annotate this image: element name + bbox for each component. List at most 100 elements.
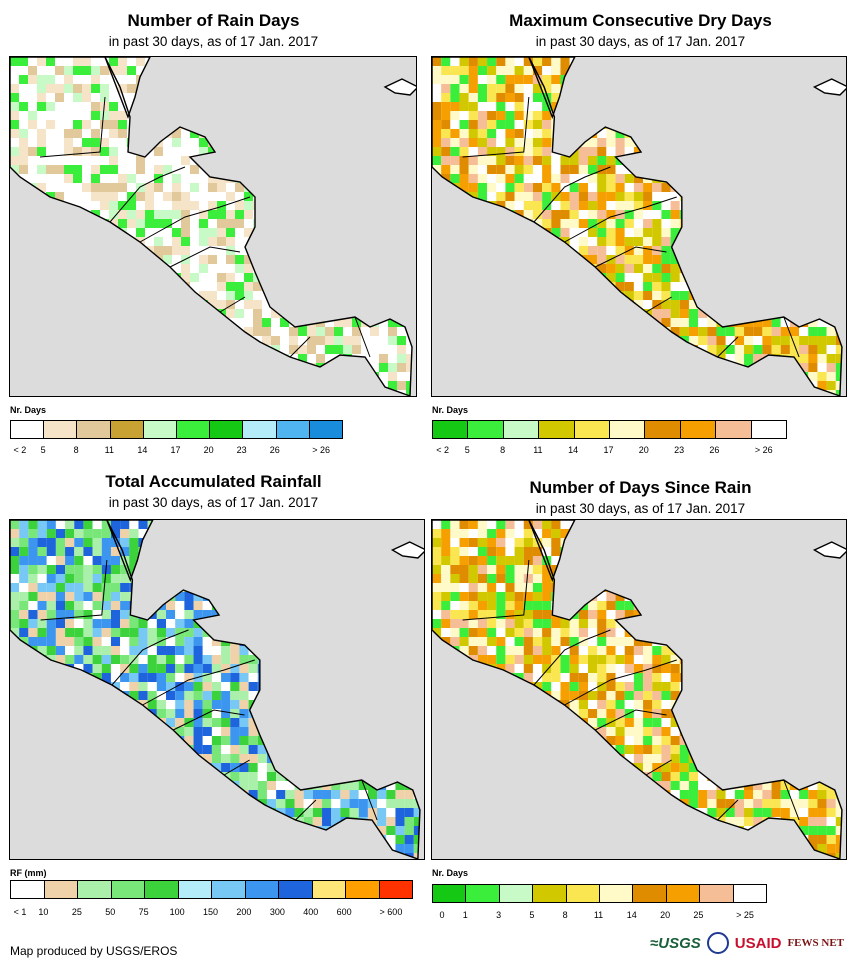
legend-swatch bbox=[210, 421, 244, 438]
panel-subtitle: in past 30 days, as of 17 Jan. 2017 bbox=[108, 495, 319, 510]
legend-label: 8 bbox=[500, 445, 506, 455]
legend-label: 14 bbox=[626, 910, 637, 920]
legend-swatch bbox=[212, 881, 246, 898]
panel-title: Maximum Consecutive Dry Days bbox=[509, 11, 772, 30]
legend-label: 11 bbox=[593, 910, 604, 920]
panel-title: Number of Rain Days bbox=[127, 11, 300, 30]
legend-label: < 2 bbox=[436, 445, 449, 455]
legend-title: RF (mm) bbox=[10, 868, 47, 878]
legend-label: 11 bbox=[533, 445, 543, 455]
legend-swatch bbox=[610, 421, 646, 438]
legend-label: 100 bbox=[169, 907, 185, 917]
map[interactable] bbox=[9, 519, 425, 860]
legend-label: 3 bbox=[496, 910, 502, 920]
legend-swatch bbox=[716, 421, 752, 438]
legend-label: > 25 bbox=[736, 910, 754, 920]
map[interactable] bbox=[9, 56, 417, 397]
legend-label: 300 bbox=[269, 907, 285, 917]
legend-label: < 1 bbox=[13, 907, 27, 917]
coastline bbox=[528, 57, 576, 120]
legend-label: 20 bbox=[660, 910, 671, 920]
coastline bbox=[528, 520, 576, 583]
island-outline bbox=[812, 541, 846, 559]
legend-swatch bbox=[574, 421, 611, 438]
legend-title: Nr. Days bbox=[432, 868, 469, 878]
credit-text: Map produced by USGS/EROS bbox=[10, 944, 178, 958]
legend-swatch bbox=[633, 885, 667, 902]
panel-title: Total Accumulated Rainfall bbox=[105, 472, 322, 491]
legend-label: 150 bbox=[202, 907, 219, 917]
legend-label: 0 bbox=[439, 910, 445, 920]
legend-label: 17 bbox=[170, 445, 181, 455]
usgs-logo: ≈USGS bbox=[650, 934, 701, 952]
legend-swatch bbox=[143, 421, 178, 438]
country-borders bbox=[40, 559, 378, 821]
legend-swatch bbox=[78, 881, 112, 898]
legend-bar bbox=[432, 420, 787, 439]
legend-label: 600 bbox=[336, 907, 352, 917]
legend-label: 25 bbox=[693, 910, 704, 920]
legend-swatch bbox=[666, 885, 701, 902]
panel-title: Number of Days Since Rain bbox=[529, 478, 752, 497]
map[interactable] bbox=[431, 56, 847, 397]
legend-label: 26 bbox=[269, 445, 280, 455]
legend-label: 25 bbox=[71, 907, 82, 917]
legend-swatch bbox=[468, 421, 504, 438]
panel-accumulated-rainfall: Total Accumulated Rainfall in past 30 da… bbox=[0, 470, 427, 930]
country-borders bbox=[39, 96, 371, 358]
data-grid bbox=[10, 57, 412, 396]
legend-label: 8 bbox=[562, 910, 568, 920]
legend-label: 14 bbox=[568, 445, 579, 455]
legend-label: 75 bbox=[138, 907, 149, 917]
legend-swatch bbox=[645, 421, 681, 438]
legend-swatch bbox=[177, 421, 211, 438]
panel-rain-days: Number of Rain Days in past 30 days, as … bbox=[0, 0, 427, 470]
legend-label: > 600 bbox=[379, 907, 403, 917]
legend-swatch bbox=[733, 885, 767, 902]
central-america-map bbox=[10, 57, 416, 396]
legend-label: < 2 bbox=[13, 445, 27, 455]
legend-swatch bbox=[600, 885, 634, 902]
panel-subtitle: in past 30 days, as of 17 Jan. 2017 bbox=[535, 501, 746, 516]
legend-label: 200 bbox=[236, 907, 252, 917]
legend-label: 20 bbox=[638, 445, 649, 455]
legend-label: 50 bbox=[105, 907, 116, 917]
central-america-map bbox=[432, 520, 846, 859]
legend-label: 17 bbox=[603, 445, 614, 455]
legend-swatch bbox=[499, 885, 534, 902]
legend-swatch bbox=[312, 881, 346, 898]
data-grid bbox=[10, 520, 420, 859]
legend-swatch bbox=[680, 421, 717, 438]
map[interactable] bbox=[431, 519, 847, 860]
legend-swatch bbox=[433, 885, 467, 902]
logo-strip: ≈USGS USAID FEWS NET bbox=[650, 932, 844, 954]
legend-swatch bbox=[178, 881, 212, 898]
legend-title: Nr. Days bbox=[10, 405, 47, 415]
usaid-seal-icon bbox=[706, 932, 729, 954]
legend-label: 20 bbox=[203, 445, 214, 455]
legend-label: > 26 bbox=[312, 445, 331, 455]
coastline bbox=[104, 57, 151, 120]
legend-label: 400 bbox=[303, 907, 319, 917]
country-borders bbox=[462, 559, 800, 821]
legend-label: 23 bbox=[236, 445, 247, 455]
legend-label: 5 bbox=[464, 445, 470, 455]
panel-subtitle: in past 30 days, as of 17 Jan. 2017 bbox=[535, 34, 746, 49]
legend-swatch bbox=[44, 881, 78, 898]
island-outline bbox=[812, 78, 846, 96]
legend-swatch bbox=[110, 421, 144, 438]
data-grid bbox=[432, 520, 842, 859]
legend-swatch bbox=[44, 421, 78, 438]
legend-label: 10 bbox=[38, 907, 49, 917]
panel-days-since-rain: Number of Days Since Rain in past 30 day… bbox=[427, 470, 854, 930]
legend-label: 11 bbox=[104, 445, 114, 455]
legend-swatch bbox=[145, 881, 179, 898]
panel-subtitle: in past 30 days, as of 17 Jan. 2017 bbox=[108, 34, 319, 49]
legend-swatch bbox=[11, 421, 45, 438]
legend-bar bbox=[10, 880, 413, 899]
legend-label: 1 bbox=[462, 910, 468, 920]
legend-swatch bbox=[243, 421, 277, 438]
panel-max-dry-days: Maximum Consecutive Dry Days in past 30 … bbox=[427, 0, 854, 470]
legend-swatch bbox=[539, 421, 575, 438]
legend-swatch bbox=[433, 421, 469, 438]
